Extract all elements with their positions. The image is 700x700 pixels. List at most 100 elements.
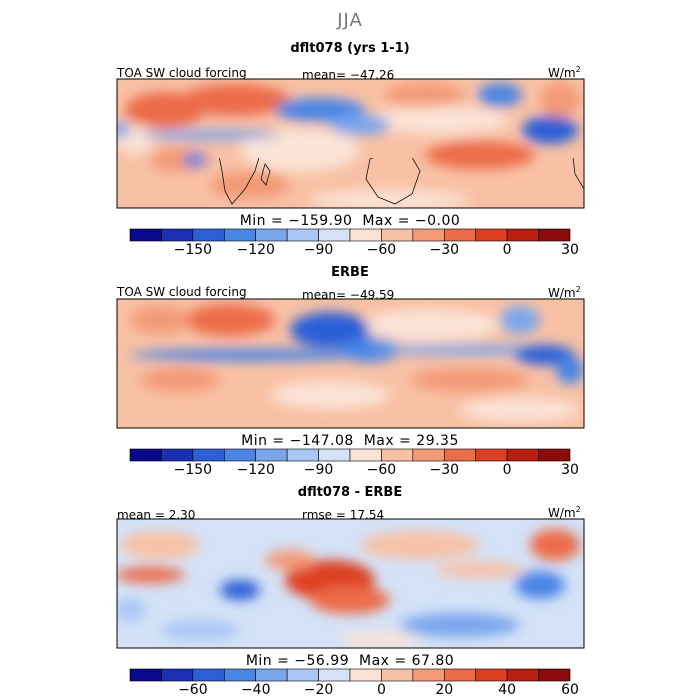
colorbar-swatch [129, 448, 162, 462]
map-field-blob [360, 531, 480, 559]
panel-units-obs: W/m2 [548, 285, 581, 300]
map-field-blob [240, 128, 360, 172]
map-frame-obs [116, 298, 585, 429]
colorbar-swatch [192, 228, 225, 242]
colorbar-swatch [538, 228, 571, 242]
map-field-blob [120, 531, 200, 559]
colorbar-swatch [255, 448, 288, 462]
map-field-blob [180, 84, 290, 116]
panel-title-obs: ERBE [331, 265, 369, 280]
colorbar-swatch [223, 448, 257, 462]
map-field-blob [290, 312, 370, 348]
colorbar-swatch [161, 228, 194, 242]
map-frame-model [116, 78, 585, 209]
map-field-blob [160, 620, 240, 640]
map-field-blob [540, 82, 580, 118]
map-field-blob [340, 632, 420, 648]
map-field-blob [185, 304, 275, 336]
colorbar-tick-label: −60 [366, 242, 397, 258]
map-field-blob [330, 115, 390, 135]
colorbar-tick-label: 30 [561, 462, 579, 478]
colorbar-tick-label: 20 [435, 682, 454, 698]
map-field-blob [310, 586, 390, 614]
colorbar-swatch [161, 668, 194, 682]
colorbar-diff [129, 668, 571, 682]
map-field-blob [515, 571, 565, 599]
map-field-blob [500, 306, 540, 334]
map-field-blob [210, 171, 290, 199]
map-field-blob [460, 398, 580, 422]
colorbar-swatch [412, 448, 445, 462]
coastline [218, 158, 260, 205]
panel-variable-label-obs: TOA SW cloud forcing [117, 285, 247, 299]
map-field-blob [270, 381, 390, 409]
colorbar-swatch [381, 668, 414, 682]
map-field-blob [310, 190, 470, 208]
map-field-blob [478, 83, 522, 107]
colorbar-swatch [129, 668, 162, 682]
map-field-blob [360, 309, 500, 341]
min-label: Min = −159.90 [239, 213, 353, 229]
map-panel-model [116, 78, 585, 209]
panel-rmse-label-diff: rmse = 17.54 [302, 508, 385, 522]
colorbar-swatch [161, 448, 194, 462]
colorbar-tick-label: −40 [240, 682, 271, 698]
colorbar-tick-label: −60 [366, 462, 397, 478]
colorbar-tick-label: −90 [303, 462, 334, 478]
colorbar-tick-label: −30 [429, 242, 460, 258]
colorbar-swatch [475, 668, 508, 682]
colorbar-swatch [443, 228, 477, 242]
map-field-blob [265, 550, 315, 570]
season-title: JJA [337, 10, 363, 31]
coastline-group [218, 158, 584, 205]
map-frame-diff [116, 518, 585, 649]
colorbar-tick-label: −120 [236, 462, 275, 478]
colorbar-tick-label: −150 [173, 242, 213, 258]
colorbar-swatch [349, 668, 382, 682]
colorbar-tick-label: 40 [498, 682, 517, 698]
colorbar-swatch [192, 668, 225, 682]
panel-title-diff: dflt078 - ERBE [297, 485, 403, 500]
map-field-blob [117, 598, 145, 622]
coastline [260, 163, 271, 186]
max-label: Max = −0.00 [362, 213, 461, 229]
colorbar-swatch [349, 228, 382, 242]
map-field-blob [385, 83, 465, 107]
colorbar-obs [129, 448, 571, 462]
panel-title-model: dflt078 (yrs 1-1) [290, 41, 410, 56]
colorbar-tick-label: 60 [561, 682, 579, 698]
colorbar-swatch [318, 228, 351, 242]
colorbar-swatch [506, 668, 539, 682]
coastline [365, 158, 421, 205]
colorbar-swatch [412, 228, 445, 242]
colorbar-tick-label: 0 [376, 682, 386, 698]
panel-mean-label-obs: mean= −49.59 [302, 288, 395, 302]
colorbar-tick-label: −120 [236, 242, 275, 258]
map-field-blob [556, 356, 584, 384]
panel-mean-label-model: mean= −47.26 [302, 68, 395, 82]
colorbar-model [129, 228, 571, 242]
coastline-layer [218, 158, 584, 205]
colorbar-swatch [129, 228, 162, 242]
colorbar-swatch [381, 448, 414, 462]
panel-minmax-diff: Min = −56.99 Max = 67.80 [0, 654, 700, 668]
panel-units-diff: W/m2 [548, 505, 581, 520]
colorbar-swatch [443, 668, 477, 682]
panel-minmax-obs: Min = −147.08 Max = 29.35 [0, 434, 700, 448]
colorbar-swatch [538, 668, 571, 682]
colorbar-swatch [192, 448, 225, 462]
map-field-blob [220, 580, 260, 600]
map-field-blob [130, 306, 190, 334]
colorbar-swatch [286, 448, 319, 462]
map-field-blob [435, 562, 525, 578]
min-label: Min = −147.08 [241, 433, 354, 449]
colorbar-tick-label: −60 [178, 682, 208, 698]
panel-units-model: W/m2 [548, 65, 581, 80]
panel-mean-label-diff: mean = 2.30 [117, 508, 196, 522]
colorbar-tick-label: 0 [502, 242, 512, 258]
colorbar-swatch [412, 668, 445, 682]
max-label: Max = 67.80 [359, 653, 455, 669]
colorbar-swatch [506, 448, 539, 462]
map-field-blob [140, 368, 220, 392]
